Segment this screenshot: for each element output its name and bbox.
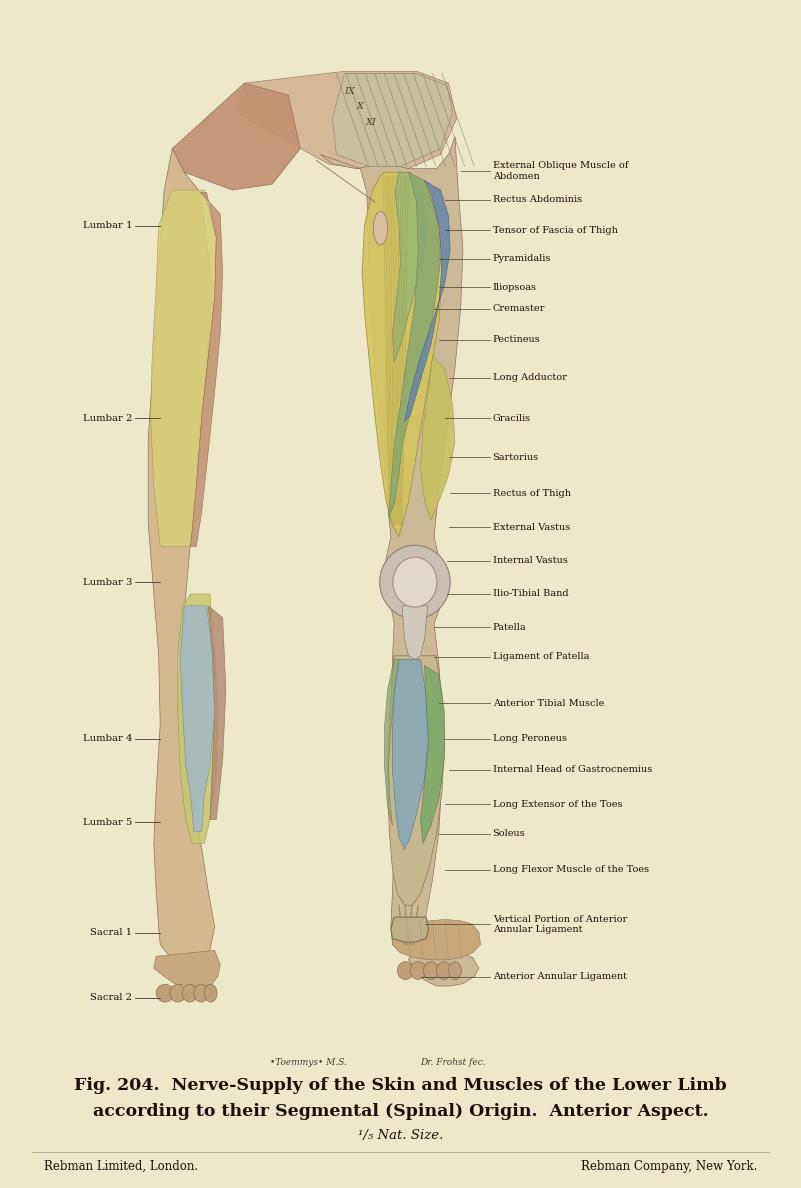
Ellipse shape bbox=[373, 211, 388, 245]
Text: Sacral 2: Sacral 2 bbox=[91, 993, 132, 1003]
Polygon shape bbox=[421, 665, 445, 843]
Ellipse shape bbox=[156, 984, 174, 1001]
Ellipse shape bbox=[194, 984, 208, 1001]
Text: Lumbar 1: Lumbar 1 bbox=[83, 221, 132, 230]
Ellipse shape bbox=[397, 962, 413, 979]
Polygon shape bbox=[236, 71, 457, 169]
Polygon shape bbox=[332, 74, 453, 166]
Ellipse shape bbox=[170, 984, 186, 1001]
Text: Internal Vastus: Internal Vastus bbox=[493, 556, 567, 565]
Text: IX: IX bbox=[344, 87, 356, 96]
Text: Dr. Frohst fec.: Dr. Frohst fec. bbox=[420, 1057, 485, 1067]
Ellipse shape bbox=[393, 557, 437, 607]
Text: Patella: Patella bbox=[493, 623, 526, 632]
Polygon shape bbox=[402, 606, 428, 659]
Text: Iliopsoas: Iliopsoas bbox=[493, 283, 537, 292]
Polygon shape bbox=[172, 83, 300, 190]
Polygon shape bbox=[392, 659, 429, 849]
Text: Tensor of Fascia of Thigh: Tensor of Fascia of Thigh bbox=[493, 226, 618, 235]
Text: Soleus: Soleus bbox=[493, 829, 525, 839]
Text: Pyramidalis: Pyramidalis bbox=[493, 254, 551, 264]
Polygon shape bbox=[320, 137, 479, 986]
Polygon shape bbox=[405, 181, 450, 422]
Ellipse shape bbox=[437, 962, 451, 979]
Text: X: X bbox=[357, 102, 364, 112]
Polygon shape bbox=[178, 594, 218, 843]
Text: Cremaster: Cremaster bbox=[493, 304, 545, 314]
Text: Vertical Portion of Anterior
Annular Ligament: Vertical Portion of Anterior Annular Lig… bbox=[493, 915, 627, 934]
Ellipse shape bbox=[449, 962, 461, 979]
Text: •Toemmys• M.S.: •Toemmys• M.S. bbox=[270, 1057, 347, 1067]
Text: Anterior Annular Ligament: Anterior Annular Ligament bbox=[493, 972, 626, 981]
Text: Lumbar 4: Lumbar 4 bbox=[83, 734, 132, 744]
Text: Internal Head of Gastrocnemius: Internal Head of Gastrocnemius bbox=[493, 765, 652, 775]
Text: Sacral 1: Sacral 1 bbox=[90, 928, 132, 937]
Text: Ilio-Tibial Band: Ilio-Tibial Band bbox=[493, 589, 568, 599]
Text: Pectineus: Pectineus bbox=[493, 335, 541, 345]
Text: Rectus Abdominis: Rectus Abdominis bbox=[493, 195, 582, 204]
Polygon shape bbox=[388, 172, 441, 517]
Polygon shape bbox=[391, 917, 429, 942]
Text: according to their Segmental (Spinal) Origin.  Anterior Aspect.: according to their Segmental (Spinal) Or… bbox=[93, 1104, 708, 1120]
Polygon shape bbox=[191, 192, 223, 546]
Text: Lumbar 2: Lumbar 2 bbox=[83, 413, 132, 423]
Text: Lumbar 5: Lumbar 5 bbox=[83, 817, 132, 827]
Text: Long Extensor of the Toes: Long Extensor of the Toes bbox=[493, 800, 622, 809]
Polygon shape bbox=[208, 606, 226, 820]
Text: Long Flexor Muscle of the Toes: Long Flexor Muscle of the Toes bbox=[493, 865, 649, 874]
Polygon shape bbox=[388, 656, 445, 905]
Ellipse shape bbox=[380, 545, 450, 619]
Text: XI: XI bbox=[365, 118, 376, 127]
Text: Long Peroneus: Long Peroneus bbox=[493, 734, 566, 744]
Polygon shape bbox=[384, 659, 399, 826]
Polygon shape bbox=[392, 172, 426, 362]
Text: Gracilis: Gracilis bbox=[493, 413, 531, 423]
Polygon shape bbox=[421, 356, 455, 520]
Polygon shape bbox=[180, 606, 215, 832]
Text: Lumbar 3: Lumbar 3 bbox=[83, 577, 132, 587]
Text: Fig. 204.  Nerve-Supply of the Skin and Muscles of the Lower Limb: Fig. 204. Nerve-Supply of the Skin and M… bbox=[74, 1078, 727, 1094]
Text: External Vastus: External Vastus bbox=[493, 523, 570, 532]
Text: Long Adductor: Long Adductor bbox=[493, 373, 566, 383]
Ellipse shape bbox=[204, 984, 217, 1001]
Text: Anterior Tibial Muscle: Anterior Tibial Muscle bbox=[493, 699, 604, 708]
Text: Rebman Limited, London.: Rebman Limited, London. bbox=[44, 1161, 198, 1173]
Ellipse shape bbox=[424, 962, 439, 979]
Text: External Oblique Muscle of
Abdomen: External Oblique Muscle of Abdomen bbox=[493, 162, 628, 181]
Polygon shape bbox=[362, 172, 442, 537]
Polygon shape bbox=[151, 190, 216, 546]
Text: Rebman Company, New York.: Rebman Company, New York. bbox=[581, 1161, 757, 1173]
Polygon shape bbox=[392, 920, 481, 960]
Polygon shape bbox=[148, 148, 215, 968]
Text: ¹/₅ Nat. Size.: ¹/₅ Nat. Size. bbox=[358, 1130, 443, 1142]
Ellipse shape bbox=[410, 962, 426, 979]
Text: Ligament of Patella: Ligament of Patella bbox=[493, 652, 589, 662]
Text: Sartorius: Sartorius bbox=[493, 453, 539, 462]
Text: Rectus of Thigh: Rectus of Thigh bbox=[493, 488, 570, 498]
Polygon shape bbox=[154, 950, 220, 986]
Ellipse shape bbox=[182, 984, 197, 1001]
